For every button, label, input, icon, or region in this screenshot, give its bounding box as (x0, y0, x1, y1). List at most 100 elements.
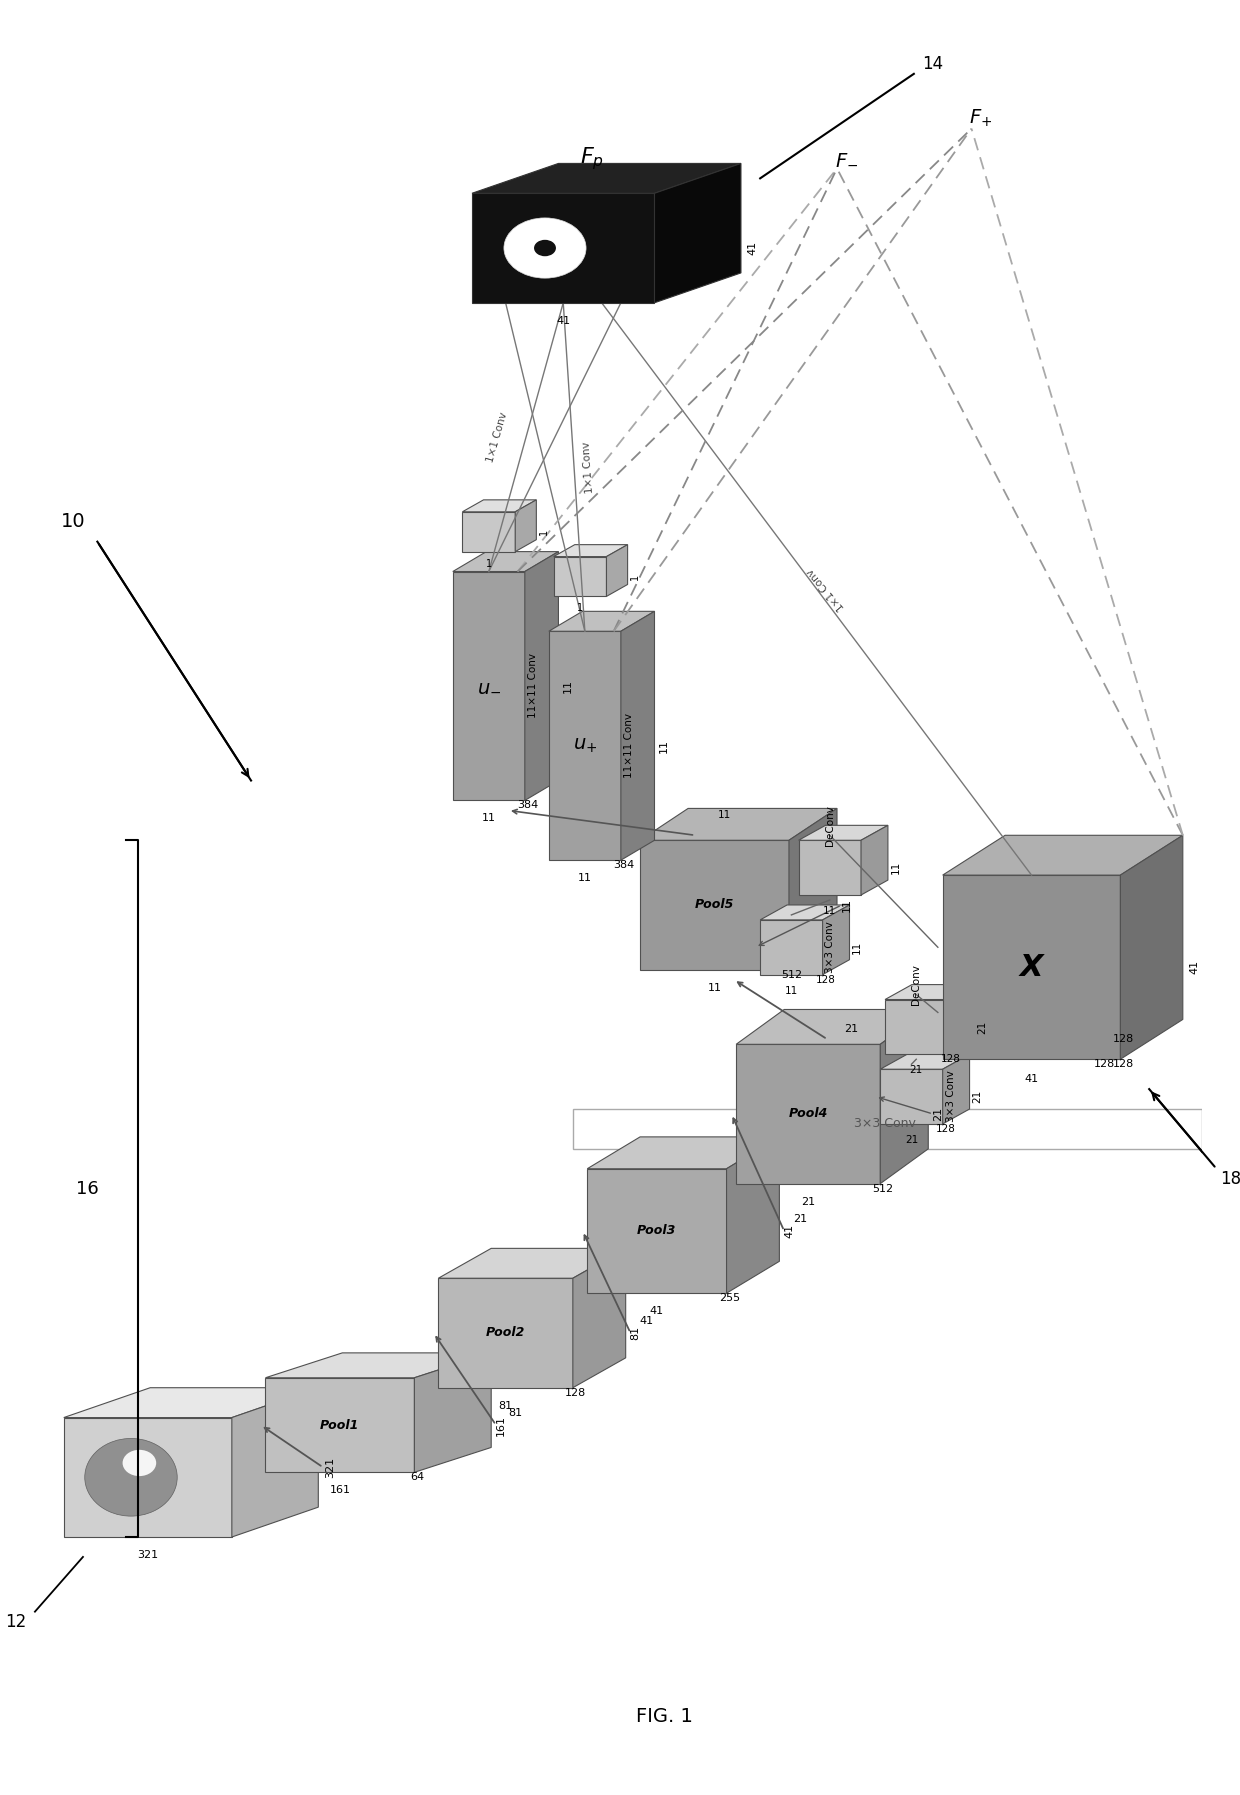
Polygon shape (232, 1388, 319, 1537)
Polygon shape (942, 835, 1183, 876)
Text: 161: 161 (496, 1414, 506, 1436)
Text: 1: 1 (486, 558, 492, 569)
Polygon shape (553, 544, 627, 556)
Text: 81: 81 (508, 1407, 522, 1418)
Text: X: X (1019, 953, 1043, 982)
Text: 41: 41 (1189, 960, 1199, 975)
Text: 14: 14 (923, 56, 944, 74)
Text: 21: 21 (977, 1020, 987, 1034)
Polygon shape (453, 551, 558, 571)
Text: 128: 128 (1112, 1034, 1133, 1045)
Polygon shape (525, 551, 558, 801)
Polygon shape (737, 1009, 929, 1045)
Text: 161: 161 (330, 1484, 351, 1495)
Text: $u_{-}$: $u_{-}$ (476, 677, 501, 695)
Text: 11: 11 (823, 906, 837, 915)
Text: 128: 128 (940, 1054, 960, 1064)
Text: 1: 1 (577, 603, 583, 614)
Polygon shape (414, 1353, 491, 1472)
Ellipse shape (534, 241, 556, 257)
Text: 41: 41 (748, 241, 758, 255)
Bar (573, 1109, 1202, 1149)
Text: 21: 21 (844, 1025, 858, 1034)
Polygon shape (515, 499, 537, 551)
Text: 21: 21 (801, 1197, 815, 1206)
Text: 41: 41 (557, 316, 570, 325)
Text: 21: 21 (972, 1090, 982, 1104)
Polygon shape (885, 985, 975, 1000)
Text: 128: 128 (1112, 1059, 1133, 1070)
Text: 11: 11 (660, 740, 670, 752)
Text: 21: 21 (910, 1064, 923, 1075)
Polygon shape (880, 1009, 929, 1183)
Text: 11: 11 (852, 941, 862, 953)
Text: 321: 321 (138, 1549, 159, 1560)
Text: Pool2: Pool2 (486, 1327, 526, 1339)
Text: $F_{-}$: $F_{-}$ (835, 149, 858, 169)
Polygon shape (621, 612, 655, 860)
Polygon shape (549, 612, 655, 632)
Text: 3×3 Conv: 3×3 Conv (826, 921, 836, 973)
Text: Pool1: Pool1 (320, 1418, 360, 1432)
Text: FIG. 1: FIG. 1 (636, 1707, 693, 1725)
Polygon shape (588, 1169, 727, 1292)
Text: 18: 18 (1220, 1170, 1240, 1188)
Polygon shape (640, 840, 789, 969)
Text: 41: 41 (640, 1316, 653, 1327)
Polygon shape (880, 1054, 970, 1070)
Text: 255: 255 (719, 1292, 740, 1303)
Text: 1×1 Conv: 1×1 Conv (582, 442, 595, 494)
Text: 1×1 Conv: 1×1 Conv (485, 411, 510, 463)
Polygon shape (737, 1045, 880, 1183)
Text: 11: 11 (708, 982, 722, 993)
Text: 11: 11 (482, 813, 496, 824)
Text: 41: 41 (650, 1307, 663, 1316)
Polygon shape (549, 632, 621, 860)
Polygon shape (760, 905, 849, 919)
Text: 64: 64 (410, 1472, 424, 1483)
Text: 128: 128 (565, 1388, 587, 1398)
Polygon shape (453, 571, 525, 801)
Text: 41: 41 (784, 1224, 794, 1239)
Text: 1: 1 (539, 530, 549, 535)
Text: 1×1 Conv: 1×1 Conv (806, 565, 847, 612)
Text: 41: 41 (1024, 1073, 1039, 1084)
Polygon shape (655, 163, 742, 303)
Text: 11×11 Conv: 11×11 Conv (624, 713, 634, 779)
Text: 512: 512 (873, 1183, 894, 1194)
Text: 321: 321 (325, 1458, 335, 1477)
Polygon shape (439, 1248, 626, 1278)
Polygon shape (63, 1418, 232, 1537)
Text: $F_{+}$: $F_{+}$ (970, 108, 993, 129)
Polygon shape (472, 163, 742, 194)
Text: 12: 12 (5, 1612, 26, 1630)
Polygon shape (439, 1278, 573, 1388)
Polygon shape (789, 808, 837, 969)
Text: Pool5: Pool5 (694, 899, 734, 912)
Text: 3×3 Conv: 3×3 Conv (854, 1118, 916, 1131)
Polygon shape (885, 1000, 947, 1054)
Text: 1: 1 (630, 573, 640, 580)
Text: Pool3: Pool3 (637, 1224, 677, 1237)
Text: 128: 128 (936, 1124, 956, 1134)
Polygon shape (472, 194, 655, 303)
Polygon shape (265, 1353, 491, 1379)
Text: 384: 384 (613, 860, 635, 871)
Polygon shape (606, 544, 627, 596)
Text: 11: 11 (563, 679, 573, 693)
Polygon shape (640, 808, 837, 840)
Polygon shape (880, 1070, 942, 1124)
Text: 16: 16 (77, 1179, 99, 1197)
Text: 11×11 Conv: 11×11 Conv (528, 653, 538, 718)
Polygon shape (942, 876, 1121, 1059)
Text: 11: 11 (578, 872, 591, 883)
Polygon shape (1121, 835, 1183, 1059)
Text: 11: 11 (785, 985, 799, 996)
Polygon shape (947, 985, 975, 1054)
Polygon shape (727, 1136, 780, 1292)
Text: 512: 512 (781, 969, 802, 980)
Text: 11: 11 (842, 898, 852, 912)
Text: 10: 10 (61, 512, 86, 531)
Polygon shape (463, 512, 515, 551)
Polygon shape (573, 1248, 626, 1388)
